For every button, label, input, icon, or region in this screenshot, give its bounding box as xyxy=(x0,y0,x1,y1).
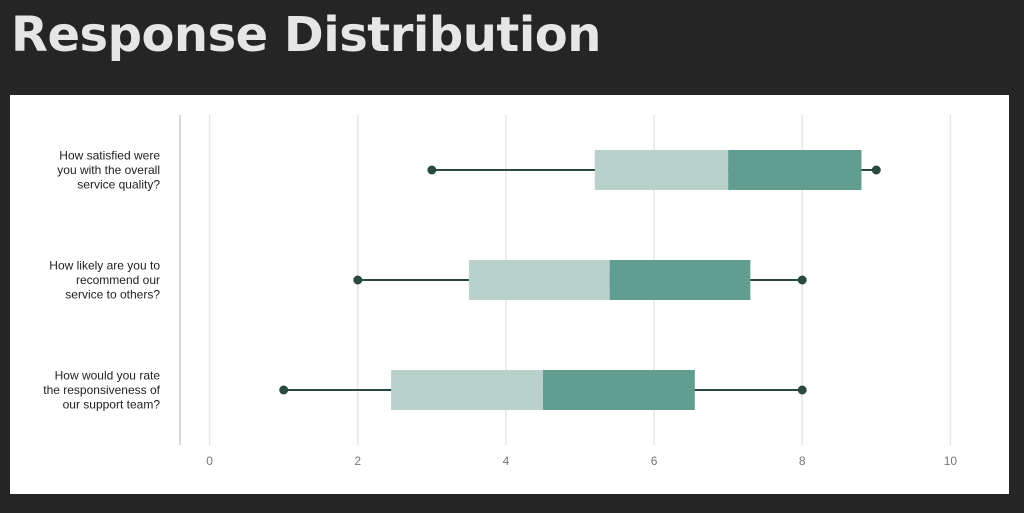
category-label-line: service quality? xyxy=(77,178,160,192)
box-row xyxy=(353,260,807,300)
category-label-line: How likely are you to xyxy=(49,259,160,273)
category-label-line: service to others? xyxy=(65,288,160,302)
page-title: Response Distribution xyxy=(11,7,601,63)
category-labels: How satisfied were you with the overall se… xyxy=(43,149,160,412)
category-label-line: How would you rate xyxy=(55,369,161,383)
x-tick-label: 4 xyxy=(503,454,510,468)
lower-quartile-box xyxy=(391,370,543,410)
lower-quartile-box xyxy=(594,150,729,190)
upper-quartile-box xyxy=(609,260,751,300)
chart-panel: How satisfied were you with the overall se… xyxy=(10,95,1009,494)
category-label-line: the responsiveness of xyxy=(43,383,160,397)
min-point xyxy=(427,165,437,175)
box-layer xyxy=(279,150,881,410)
x-tick-label: 8 xyxy=(799,454,806,468)
max-point xyxy=(797,385,807,395)
lower-quartile-box xyxy=(468,260,610,300)
box-row xyxy=(279,370,807,410)
category-label-line: How satisfied were xyxy=(59,149,160,163)
category-label: How satisfied were you with the overall se… xyxy=(57,149,160,192)
max-point xyxy=(871,165,881,175)
min-point xyxy=(279,385,289,395)
max-point xyxy=(797,275,807,285)
category-label: How likely are you to recommend our servic… xyxy=(49,259,160,302)
x-tick-label: 6 xyxy=(651,454,658,468)
upper-quartile-box xyxy=(542,370,695,410)
x-tick-labels: 0 2 4 6 8 10 xyxy=(206,454,957,468)
x-tick-label: 10 xyxy=(944,454,958,468)
min-point xyxy=(353,275,363,285)
category-label-line: our support team? xyxy=(63,398,161,412)
x-tick-label: 2 xyxy=(354,454,361,468)
category-label-line: you with the overall xyxy=(57,163,160,177)
upper-quartile-box xyxy=(728,150,862,190)
category-label-line: recommend our xyxy=(76,273,160,287)
box-plot-chart: How satisfied were you with the overall se… xyxy=(43,115,957,468)
x-tick-label: 0 xyxy=(206,454,213,468)
category-label: How would you rate the responsiveness of o… xyxy=(43,369,160,412)
box-row xyxy=(427,150,881,190)
